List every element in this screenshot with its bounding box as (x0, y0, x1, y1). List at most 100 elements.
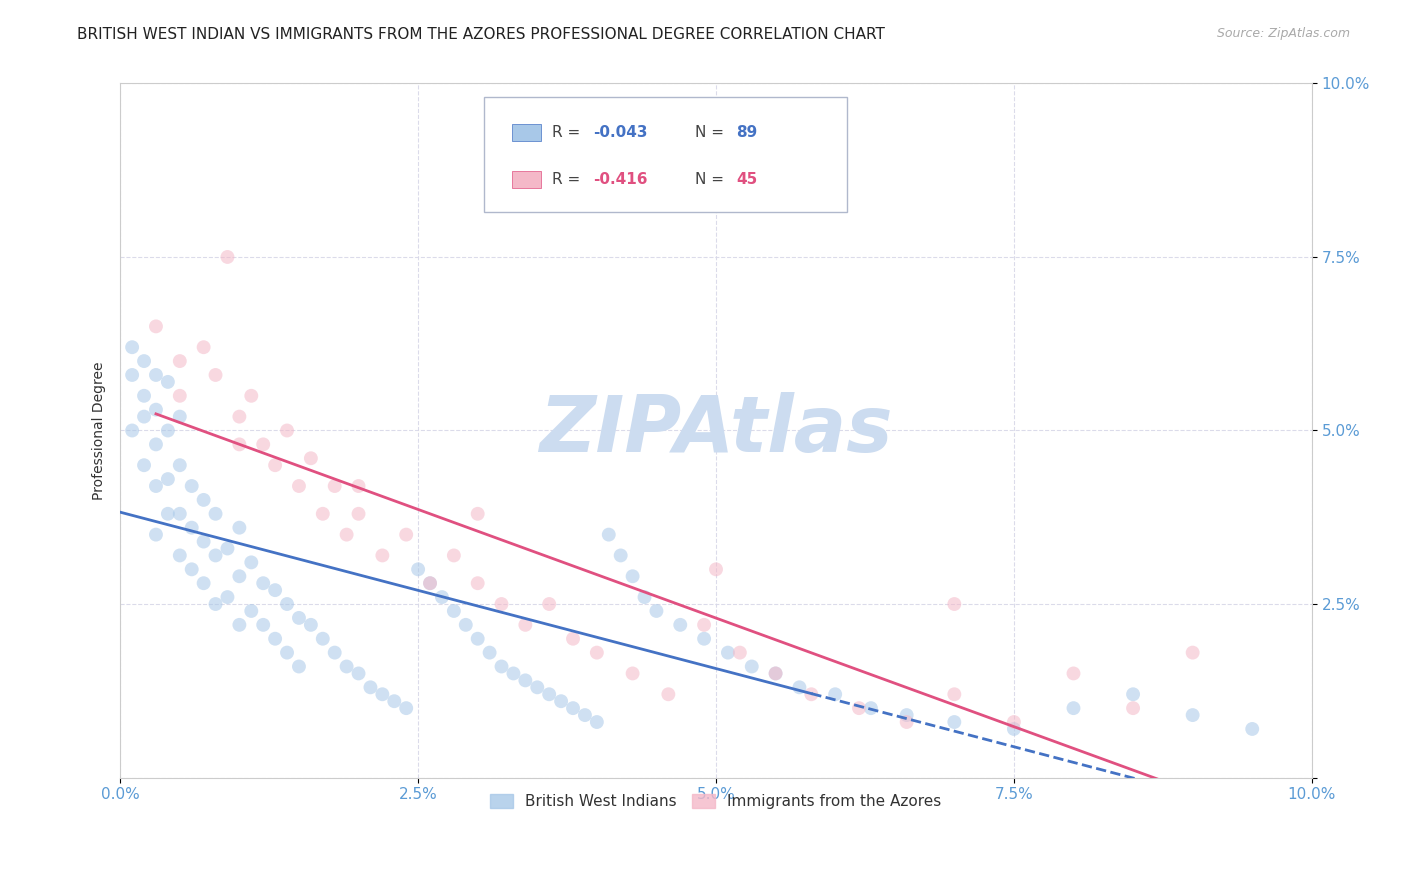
Point (717, 646, 740, 660)
Point (728, 646, 751, 660)
Point (252, 437, 274, 451)
Point (169, 354, 191, 368)
Point (299, 618, 322, 632)
Point (586, 646, 609, 660)
Point (288, 611, 311, 625)
Point (204, 597, 226, 611)
Point (132, 458, 155, 473)
Point (323, 646, 346, 660)
FancyBboxPatch shape (512, 124, 541, 141)
Point (264, 632, 287, 646)
Point (180, 479, 202, 493)
Point (502, 666, 524, 681)
Point (276, 646, 298, 660)
Point (228, 618, 250, 632)
Point (943, 687, 966, 701)
Point (1241, 722, 1264, 736)
Point (419, 576, 441, 591)
Text: Source: ZipAtlas.com: Source: ZipAtlas.com (1216, 27, 1350, 40)
Point (359, 681, 381, 695)
Point (478, 646, 501, 660)
Point (430, 590, 453, 604)
Point (395, 527, 418, 541)
Point (741, 659, 763, 673)
Point (252, 618, 274, 632)
Point (1002, 722, 1025, 736)
Point (645, 604, 668, 618)
FancyBboxPatch shape (512, 171, 541, 188)
Point (145, 527, 167, 541)
Point (562, 701, 585, 715)
Point (228, 437, 250, 451)
Point (526, 681, 548, 695)
Point (180, 562, 202, 576)
Point (288, 659, 311, 673)
Point (145, 479, 167, 493)
Point (789, 681, 811, 695)
Point (538, 687, 561, 701)
Point (228, 409, 250, 424)
Point (132, 409, 155, 424)
Point (240, 389, 263, 403)
Point (217, 590, 239, 604)
Point (323, 479, 346, 493)
Point (193, 576, 215, 591)
Point (252, 576, 274, 591)
Text: N =: N = (695, 125, 728, 140)
Text: 45: 45 (737, 172, 758, 187)
Point (765, 666, 787, 681)
Point (550, 694, 572, 708)
Y-axis label: Professional Degree: Professional Degree (93, 361, 107, 500)
Point (347, 507, 370, 521)
Text: -0.043: -0.043 (593, 125, 648, 140)
Point (1002, 714, 1025, 729)
Point (562, 632, 585, 646)
Point (943, 714, 966, 729)
Point (156, 375, 179, 389)
Point (765, 666, 787, 681)
Point (859, 701, 882, 715)
Point (169, 549, 191, 563)
Point (896, 708, 918, 723)
Point (169, 389, 191, 403)
Point (145, 368, 167, 382)
Point (276, 597, 298, 611)
Text: BRITISH WEST INDIAN VS IMMIGRANTS FROM THE AZORES PROFESSIONAL DEGREE CORRELATIO: BRITISH WEST INDIAN VS IMMIGRANTS FROM T… (77, 27, 886, 42)
Point (943, 597, 966, 611)
Point (121, 424, 143, 438)
Point (347, 666, 370, 681)
Point (240, 555, 263, 569)
Point (204, 368, 226, 382)
Point (156, 424, 179, 438)
Point (621, 569, 644, 583)
Point (204, 507, 226, 521)
Point (347, 479, 370, 493)
Point (1063, 666, 1085, 681)
Point (419, 576, 441, 591)
Point (264, 583, 287, 598)
Point (382, 694, 405, 708)
Point (193, 534, 215, 549)
Point (467, 507, 489, 521)
Point (538, 597, 561, 611)
Point (121, 368, 143, 382)
Point (395, 701, 418, 715)
Text: ZIPAtlas: ZIPAtlas (540, 392, 893, 468)
Point (193, 492, 215, 507)
Point (896, 714, 918, 729)
Point (217, 541, 239, 556)
Point (228, 521, 250, 535)
Point (180, 521, 202, 535)
Point (609, 549, 631, 563)
Point (586, 714, 609, 729)
Point (693, 618, 716, 632)
Point (204, 549, 226, 563)
Point (669, 618, 692, 632)
Point (491, 659, 513, 673)
Point (156, 472, 179, 486)
Point (491, 597, 513, 611)
Point (693, 632, 716, 646)
Point (156, 507, 179, 521)
Point (467, 576, 489, 591)
Point (371, 549, 394, 563)
